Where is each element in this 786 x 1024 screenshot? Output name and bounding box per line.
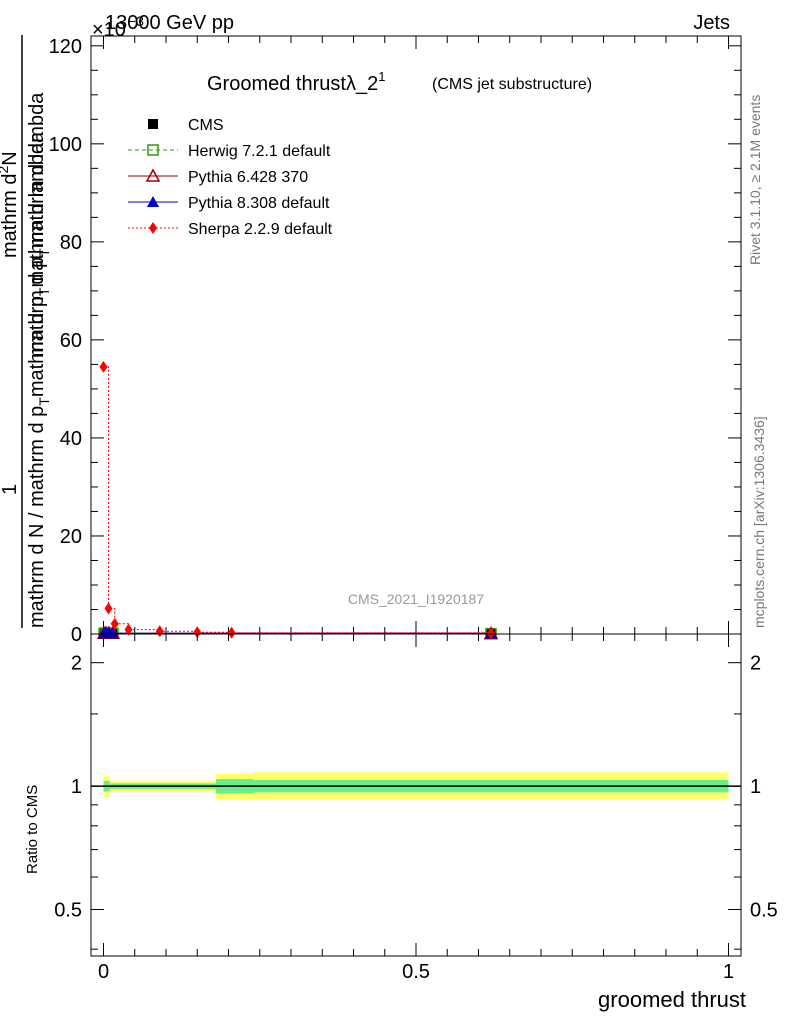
data-point [149, 222, 157, 234]
data-point [110, 617, 119, 630]
data-point [148, 119, 158, 129]
legend-label: CMS [188, 117, 224, 134]
category-label: Jets [693, 12, 730, 34]
rivet-label-group: Rivet 3.1.10, ≥ 2.1M events [747, 95, 763, 265]
main-y-tick-labels: 0 20 40 60 80 100 120 [49, 36, 82, 646]
y-label-top: mathrm d [0, 174, 21, 258]
data-point [155, 625, 164, 638]
y-label-den-tail: mathrm d p [26, 296, 48, 397]
main-y-axis-label: mathrm d N / mathrm d pTmathrm d pTmathr… [26, 131, 52, 628]
x-tick-label: 1 [723, 961, 734, 983]
x-tick-label: 0.5 [402, 961, 430, 983]
data-point [227, 626, 236, 639]
ratio-y-tick-label-right: 2 [750, 653, 761, 675]
y-label-top-tail: N [0, 151, 21, 165]
legend-item: CMS [148, 117, 224, 134]
y-tick-label: 20 [60, 526, 82, 548]
data-point [104, 602, 113, 615]
svg-text:mathrm d2N: mathrm d2N [0, 151, 21, 258]
legend-label: Pythia 6.428 370 [188, 169, 308, 186]
legend-label: Pythia 8.308 default [188, 195, 330, 212]
analysis-watermark: CMS_2021_I1920187 [348, 591, 484, 607]
y-label-mid-sub: T [36, 248, 52, 257]
y-tick-label: 80 [60, 232, 82, 254]
y-label-mid-tail: mathrm d lambda [26, 92, 48, 248]
y-label-numerator: 1 [0, 484, 21, 495]
energy-label: 13000 GeV pp [105, 12, 234, 34]
svg-text:mathrm d pTmathrm d lambda: mathrm d pTmathrm d lambda [26, 92, 52, 358]
ratio-y-tick-label-left: 0.5 [54, 899, 82, 921]
legend-item: Pythia 6.428 370 [128, 168, 308, 186]
legend-item: Pythia 8.308 default [128, 195, 330, 212]
data-point [124, 623, 133, 636]
y-label-upper: mathrm d2N [0, 151, 21, 258]
x-tick-label: 0 [98, 961, 109, 983]
y-tick-label: 120 [49, 36, 82, 58]
mcplots-label-group: mcplots.cern.ch [arXiv:1306.3436] [751, 416, 767, 628]
y-label-den-tail2: mathrm d lambda [26, 131, 48, 287]
exponent-label: ×10 [92, 19, 126, 41]
ratio-y-tick-label-left: 1 [71, 776, 82, 798]
ratio-y-tick-labels: 0.5 0.5 1 1 2 2 [54, 653, 778, 922]
plot-subtitle: (CMS jet substructure) [432, 76, 592, 93]
y-label-den-sub2: T [36, 287, 52, 296]
legend-label: Sherpa 2.2.9 default [188, 221, 333, 238]
legend: CMS Herwig 7.2.1 default Pythia 6.428 370 P… [128, 117, 333, 238]
legend-item: Sherpa 2.2.9 default [128, 221, 333, 238]
y-label-num-one: 1 [0, 484, 21, 495]
y-label-top-sup: 2 [0, 166, 11, 174]
plot-title-sup: 1 [378, 69, 385, 84]
mcplots-label: mcplots.cern.ch [arXiv:1306.3436] [751, 416, 767, 628]
data-point [99, 360, 108, 373]
y-tick-label: 60 [60, 330, 82, 352]
ratio-y-tick-label-right: 0.5 [750, 899, 778, 921]
y-tick-label: 0 [71, 624, 82, 646]
ratio-y-tick-label-right: 1 [750, 776, 761, 798]
plot-title-text: Groomed thrust [207, 73, 346, 95]
data-point [147, 196, 159, 207]
plot-title-lambda: λ_2 [346, 73, 378, 95]
ratio-y-axis-label: Ratio to CMS [24, 785, 41, 874]
svg-text:mathrm d N / mathrm d pTmathrm: mathrm d N / mathrm d pTmathrm d pTmathr… [26, 131, 52, 628]
ratio-y-tick-label-left: 2 [71, 653, 82, 675]
legend-label: Herwig 7.2.1 default [188, 143, 331, 160]
exponent-power: −3 [128, 13, 144, 29]
y-tick-label: 100 [49, 134, 82, 156]
data-point [145, 168, 161, 182]
main-axis-ticks [91, 36, 741, 635]
ratio-axis-ticks [91, 634, 741, 956]
y-label-den: mathrm d N / mathrm d p [26, 406, 48, 628]
data-point [147, 144, 159, 156]
y-label-middle: mathrm d pTmathrm d lambda [26, 92, 52, 358]
ratio-y-axis-label-group: Ratio to CMS [24, 785, 41, 874]
data-point [193, 626, 202, 639]
x-tick-labels: 0 0.5 1 [98, 961, 734, 983]
y-label-mid: mathrm d p [26, 257, 48, 358]
y-label-den-sub: T [36, 397, 52, 406]
plot-title: Groomed thrustλ_21 [207, 69, 385, 95]
x-axis-label: groomed thrust [598, 987, 746, 1012]
data-point [106, 627, 119, 639]
legend-item: Herwig 7.2.1 default [128, 143, 331, 160]
y-tick-label: 40 [60, 428, 82, 450]
rivet-label: Rivet 3.1.10, ≥ 2.1M events [747, 95, 763, 265]
